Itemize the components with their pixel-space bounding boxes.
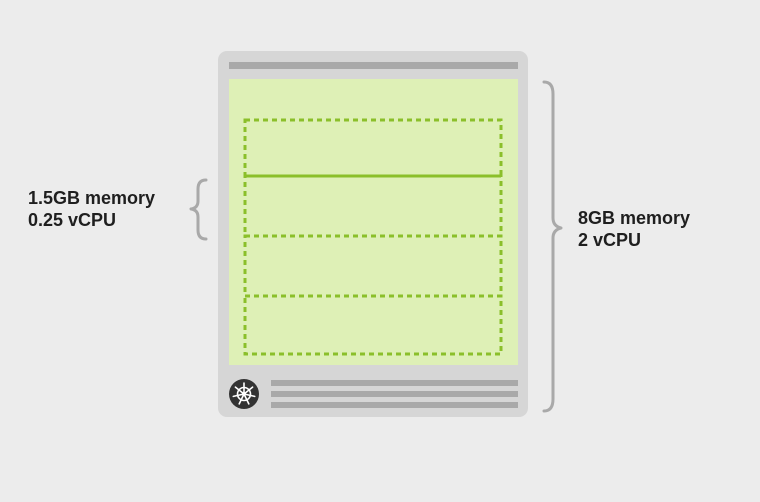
pod-slot	[243, 118, 503, 178]
status-bar	[271, 402, 518, 408]
pod-slot	[243, 294, 503, 356]
node-capacity-brace	[542, 80, 563, 413]
status-bar	[271, 391, 518, 397]
node-cpu-label: 2 vCPU	[578, 230, 642, 250]
pod-resource-label: 1.5GB memory 0.25 vCPU	[28, 187, 155, 231]
node-memory-label: 8GB memory	[578, 208, 691, 228]
node-status-bars	[271, 380, 518, 408]
node-capacity-area	[229, 79, 518, 365]
status-bar	[271, 380, 518, 386]
pod-cpu-label: 0.25 vCPU	[28, 210, 117, 230]
node-top-bar	[229, 62, 518, 69]
pod-memory-label: 1.5GB memory	[28, 188, 156, 208]
kubernetes-helm-icon	[229, 379, 259, 409]
pod-slots	[243, 118, 503, 356]
pod-size-brace	[189, 178, 208, 241]
node-resource-label: 8GB memory 2 vCPU	[578, 207, 690, 251]
